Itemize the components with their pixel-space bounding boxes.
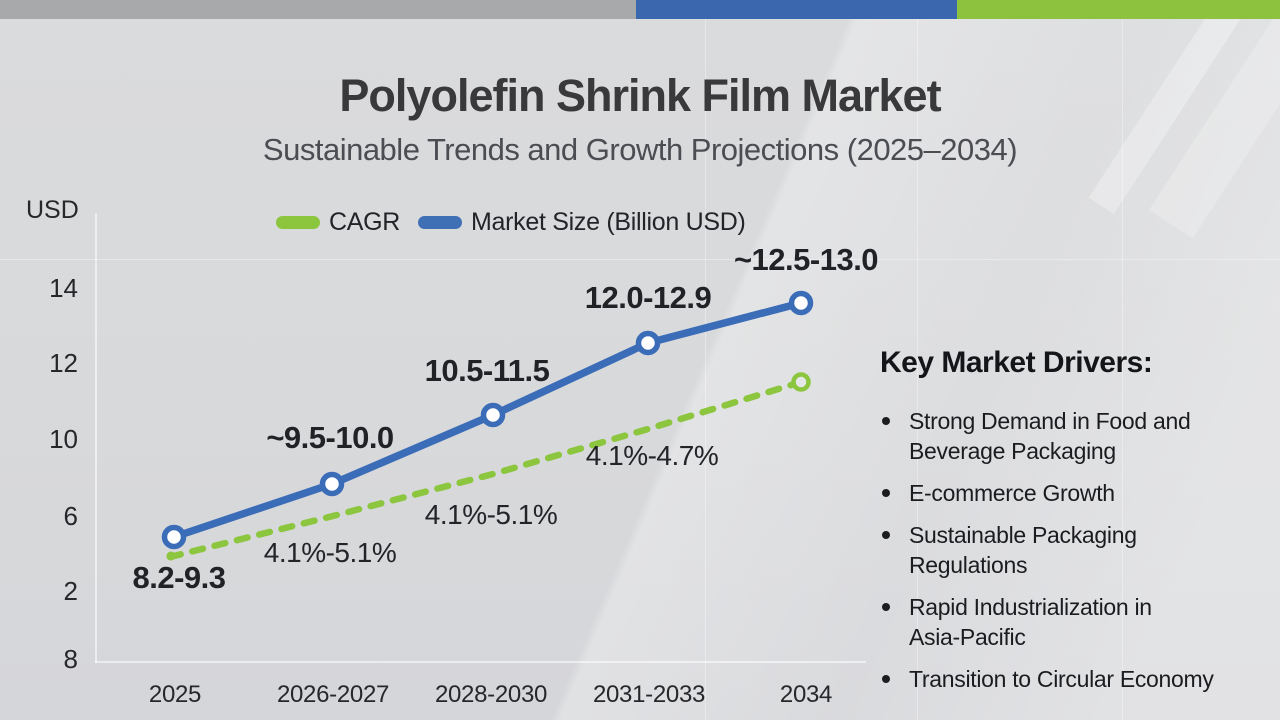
driver-item: Rapid Industrialization in Asia-Pacific [880, 592, 1255, 652]
market-size-value-label: 8.2-9.3 [132, 560, 226, 595]
bullet-icon [882, 603, 890, 611]
x-axis-tick: 2034 [779, 681, 833, 708]
x-axis-tick: 2028-2030 [434, 681, 548, 708]
cagr-value-label: 4.1%-5.1% [263, 537, 397, 568]
market-size-value-label: 10.5-11.5 [424, 353, 550, 388]
y-axis-tick: 14 [49, 273, 78, 303]
brand-bar-segment-blue [636, 0, 957, 19]
drivers-list: Strong Demand in Food and Beverage Packa… [880, 406, 1255, 694]
legend-label-cagr: CAGR [329, 208, 401, 236]
x-axis-tick: 2025 [148, 681, 202, 708]
cagr-start-dot [166, 551, 176, 561]
cagr-value-label: 4.1%-5.1% [424, 499, 558, 530]
y-axis-tick: 12 [49, 348, 78, 378]
brand-bar-segment-green [957, 0, 1280, 19]
market-size-value-label: ~9.5-10.0 [266, 420, 394, 455]
market-size-swatch-icon [418, 216, 463, 229]
legend-item-market-size: Market Size (Billion USD) [418, 208, 746, 237]
driver-item: E-commerce Growth [880, 478, 1255, 508]
legend-item-cagr: CAGR [276, 208, 400, 237]
driver-text: Transition to Circular Economy [909, 666, 1214, 692]
bullet-icon [882, 489, 890, 497]
bullet-icon [882, 531, 890, 539]
plot-area-bottom-border [95, 661, 866, 663]
brand-bar [0, 0, 1280, 19]
page-subtitle: Sustainable Trends and Growth Projection… [262, 132, 1018, 167]
driver-item: Strong Demand in Food and Beverage Packa… [880, 406, 1255, 466]
x-axis-tick: 2031-2033 [592, 681, 706, 708]
brand-bar-segment-gray [0, 0, 636, 19]
y-axis-tick: 8 [63, 644, 78, 674]
y-axis-tick: 6 [63, 501, 78, 531]
bullet-icon [882, 675, 890, 683]
bullet-icon [882, 417, 890, 425]
y-axis-unit-label: USD [26, 196, 79, 224]
plot-area-left-border [95, 213, 97, 663]
driver-text: E-commerce Growth [909, 480, 1115, 506]
market-size-point [635, 330, 661, 356]
y-axis-tick: 2 [63, 576, 78, 606]
market-size-point [788, 290, 814, 316]
drivers-heading: Key Market Drivers: [880, 346, 1153, 379]
key-market-drivers-panel: Key Market Drivers: Strong Demand in Foo… [880, 346, 1255, 694]
driver-text: Rapid Industrialization in Asia-Pacific [909, 594, 1152, 650]
page-title: Polyolefin Shrink Film Market [339, 70, 941, 121]
market-size-point [480, 402, 506, 428]
cagr-line [166, 378, 805, 561]
driver-text: Sustainable Packaging Regulations [909, 522, 1137, 578]
chart-legend: CAGR Market Size (Billion USD) [276, 208, 746, 237]
x-axis-tick: 2026-2027 [276, 681, 390, 708]
cagr-end-marker [791, 372, 811, 392]
y-axis-tick: 10 [49, 424, 78, 454]
market-size-value-label: 12.0-12.9 [584, 280, 712, 315]
cagr-swatch-icon [276, 216, 320, 229]
cagr-value-label: 4.1%-4.7% [585, 440, 719, 471]
driver-item: Sustainable Packaging Regulations [880, 520, 1255, 580]
driver-item: Transition to Circular Economy [880, 664, 1255, 694]
legend-label-market-size: Market Size (Billion USD) [471, 208, 746, 236]
market-size-value-label: ~12.5-13.0 [733, 242, 879, 277]
market-size-point [161, 524, 187, 550]
driver-text: Strong Demand in Food and Beverage Packa… [909, 408, 1191, 464]
market-size-point [319, 471, 345, 497]
